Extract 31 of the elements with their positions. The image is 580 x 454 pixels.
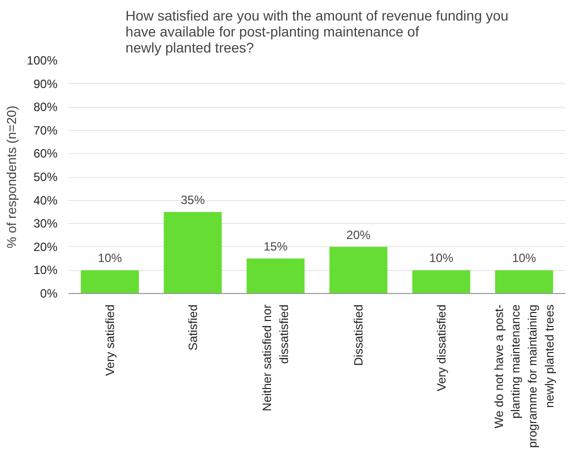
x-tick-label: Satisfied — [186, 304, 200, 351]
data-label: 10% — [98, 251, 122, 266]
x-tick-label: Very dissatisfied — [434, 304, 448, 392]
data-label: 10% — [512, 251, 536, 266]
data-label: 15% — [264, 240, 288, 254]
y-tick-label: 60% — [33, 146, 58, 161]
y-tick-label: 90% — [33, 76, 58, 91]
y-tick-label: 30% — [33, 216, 58, 231]
chart-title: How satisfied are you with the amount of revenue funding you have available for post-planting maintenance of newly planted trees? — [126, 8, 508, 56]
bar — [412, 270, 470, 294]
bar — [495, 270, 554, 294]
y-tick-label: 70% — [33, 123, 58, 138]
bar — [329, 246, 388, 294]
y-tick-label: 80% — [33, 100, 58, 114]
y-tick-label: 0% — [40, 286, 58, 300]
bar — [246, 258, 305, 294]
y-axis-title: % of respondents (n=20) — [4, 106, 19, 248]
data-label: 35% — [180, 192, 206, 207]
y-tick-label: 50% — [33, 170, 58, 184]
y-tick-label: 10% — [33, 263, 58, 278]
bar — [80, 270, 139, 294]
data-label: 20% — [346, 228, 371, 242]
data-label: 10% — [429, 251, 454, 266]
bar — [164, 212, 222, 294]
y-tick-label: 20% — [33, 240, 58, 254]
x-tick-label: Dissatisfied — [351, 304, 366, 366]
x-tick-label: Neither satisfied nor dissatisfied — [260, 304, 291, 412]
y-tick-label: 40% — [33, 193, 58, 208]
x-tick-label: Very satisfied — [102, 304, 117, 376]
y-tick-label: 100% — [26, 54, 58, 68]
x-tick-label: We do not have a post- planting maintenance programme for maintaining newly planted trees — [492, 304, 556, 448]
